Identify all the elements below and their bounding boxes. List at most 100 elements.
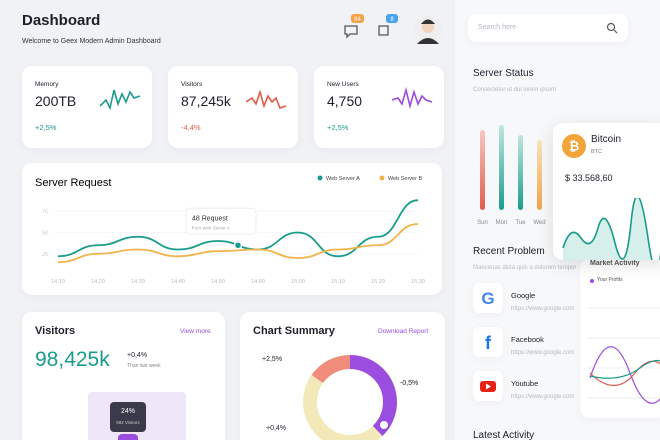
stat-value: 200TB <box>35 93 77 109</box>
header-icons: 84 8 <box>344 14 442 44</box>
day-label: Wed <box>533 220 545 226</box>
market-activity-card: Market Activity Your Profits <box>580 258 660 418</box>
visitors-card: Visitors View more 98,425k +0,4% Than la… <box>22 312 225 440</box>
coin-name: Bitcoin <box>591 134 622 145</box>
visitors-value: 98,425k <box>35 348 110 371</box>
day-label: Sun <box>477 220 488 226</box>
section-subtitle: Consectetur ut dui lorem ipsum <box>473 87 557 93</box>
view-more-link[interactable]: View more <box>180 328 211 335</box>
sparkline-path <box>246 89 287 109</box>
x-tick-label: 15.30 <box>411 279 425 285</box>
stat-value: 4,750 <box>327 93 363 109</box>
section-title: Server Status <box>473 68 534 79</box>
problem-icon: G <box>473 283 503 313</box>
chat-icon[interactable] <box>344 25 358 39</box>
visitors-note: Than last week <box>127 363 161 369</box>
badge-text: 8 <box>390 17 394 23</box>
problem-url: https://www.google.com <box>511 350 575 356</box>
legend-label: Web Server B <box>388 176 422 182</box>
problem-name: Youtube <box>511 379 539 388</box>
tooltip-text: 592 Visitors <box>116 420 140 425</box>
x-tick-label: 14.60 <box>251 279 265 285</box>
day-label: Mon <box>496 220 508 226</box>
stat-card: Memory 200TB +2,5% <box>22 66 152 148</box>
stat-change: +2,5% <box>35 123 57 132</box>
section-title: Recent Problem <box>473 246 545 257</box>
badge <box>351 14 364 23</box>
coin-price: $ 33.568,60 <box>565 173 613 183</box>
problem-url: https://www.google.com <box>511 306 575 312</box>
sparkline <box>392 86 433 110</box>
summary-label: -0,5% <box>400 380 419 387</box>
stat-card: New Users 4,750 +2,5% <box>314 66 444 148</box>
bar <box>118 434 138 440</box>
stat-change: +2,5% <box>327 123 349 132</box>
svg-text:₿: ₿ <box>569 139 580 154</box>
x-tick-label: 14.30 <box>131 279 145 285</box>
problem-url: https://www.google.com <box>511 394 575 400</box>
sparkline-path <box>100 89 141 111</box>
y-tick-label: 50 <box>42 231 48 237</box>
card-title: Server Request <box>35 177 111 189</box>
bitcoin-card: ₿ Bitcoin BTC $ 33.568,60 <box>553 123 660 260</box>
problem-name: Google <box>511 291 536 300</box>
visitors-change: +0,4% <box>127 352 148 359</box>
section-title: Latest Activity <box>473 430 535 440</box>
coin-symbol: BTC <box>591 149 602 155</box>
legend-text: Your Profits <box>597 277 623 283</box>
card-title: Visitors <box>35 325 76 337</box>
svg-text:f: f <box>485 333 492 353</box>
tooltip-title: 48 Request <box>192 215 228 222</box>
tooltip-title: 24% <box>120 408 135 415</box>
svg-text:G: G <box>481 289 494 308</box>
series-line <box>57 223 419 264</box>
y-tick-label: 75 <box>42 209 48 215</box>
stat-label: Memory <box>35 81 59 88</box>
page-subtitle: Welcome to Geex Modern Admin Dashboard <box>22 38 161 45</box>
x-tick-label: 15.00 <box>291 279 305 285</box>
server-status-bars: Sun Mon Tue Wed <box>477 125 546 226</box>
sparkline <box>100 89 141 111</box>
page-title: Dashboard <box>22 12 101 29</box>
search-placeholder: Search here <box>478 24 517 31</box>
card-title: Market Activity <box>590 260 640 267</box>
stat-value: 87,245k <box>181 93 231 109</box>
problem-icon <box>473 371 503 401</box>
x-tick-label: 15.20 <box>371 279 385 285</box>
bell-icon[interactable] <box>378 25 389 36</box>
problem-icon: f <box>473 327 503 357</box>
problem-name: Facebook <box>511 335 544 344</box>
search-box[interactable]: Search here <box>468 14 628 42</box>
tooltip-text: from Web Server A <box>192 225 230 230</box>
legend-dot <box>317 175 323 181</box>
badge-text: 84 <box>354 17 361 23</box>
stat-card: Visitors 87,245k -4,4% <box>168 66 298 148</box>
tooltip-point <box>233 241 243 250</box>
x-tick-label: 14.10 <box>51 279 65 285</box>
tooltip-box <box>185 207 257 235</box>
x-tick-label: 14.20 <box>91 279 105 285</box>
chart-summary-card: Chart Summary Download Report +2,5% -0,5… <box>240 312 445 440</box>
summary-label: +2,5% <box>262 356 283 363</box>
card-title: Chart Summary <box>253 325 335 337</box>
tooltip: 24% 592 Visitors <box>110 402 146 432</box>
x-tick-label: 14.50 <box>211 279 225 285</box>
stat-change: -4,4% <box>181 123 201 132</box>
download-link[interactable]: Download Report <box>378 328 429 335</box>
x-tick-label: 15.10 <box>331 279 345 285</box>
summary-label: +0,4% <box>266 425 287 432</box>
day-label: Tue <box>515 220 526 226</box>
legend-dot <box>379 175 385 181</box>
stat-label: New Users <box>327 81 359 88</box>
stat-label: Visitors <box>181 81 203 88</box>
section-subtitle: Maecenas dicta quis a dulorem tempor <box>473 265 577 271</box>
badge <box>386 14 398 23</box>
donut <box>303 355 397 440</box>
legend-label: Web Server A <box>326 176 360 182</box>
sparkline <box>246 89 287 109</box>
x-tick-label: 14.40 <box>171 279 185 285</box>
y-tick-label: 25 <box>42 252 48 258</box>
sparkline-path <box>392 86 433 110</box>
